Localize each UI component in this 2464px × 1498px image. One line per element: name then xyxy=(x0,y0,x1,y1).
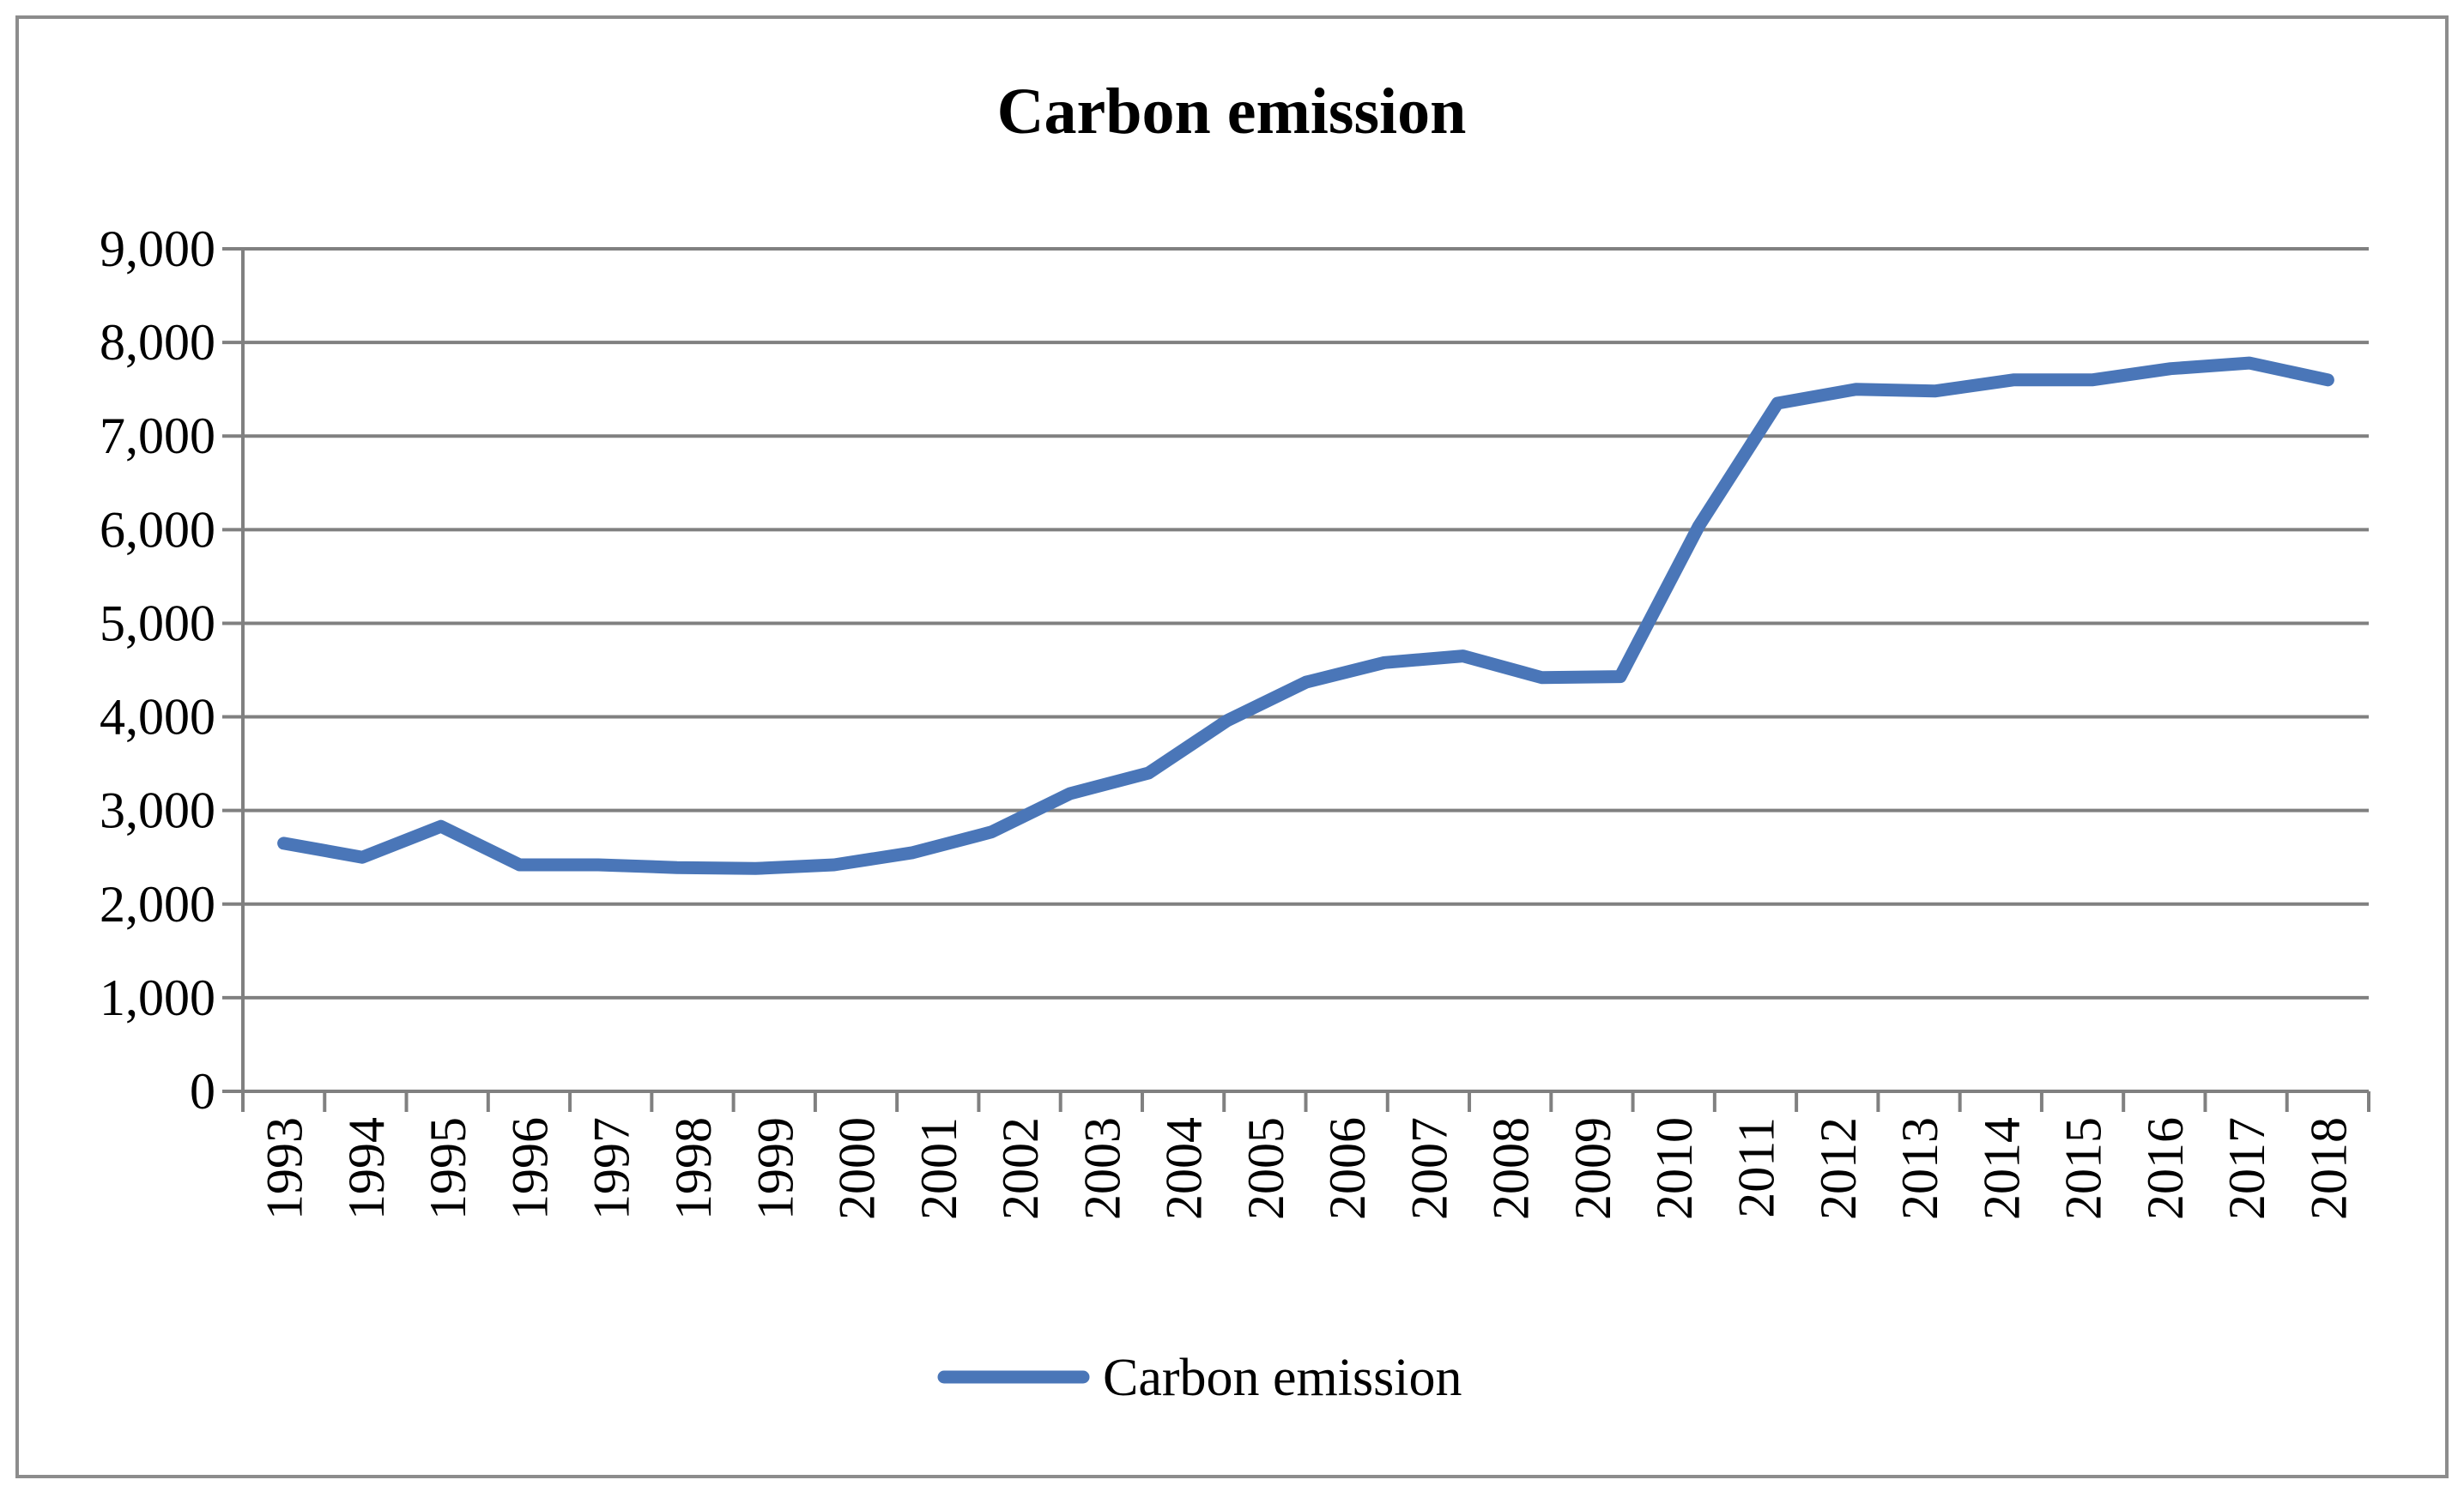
data-point-13 xyxy=(1305,681,1306,683)
chart-border xyxy=(15,15,2449,1478)
y-tick-label-9,000: 9,000 xyxy=(100,220,215,277)
x-tick-label-2004: 2004 xyxy=(1156,1117,1213,1220)
x-tick-label-2012: 2012 xyxy=(1810,1117,1867,1220)
y-tick-label-0: 0 xyxy=(190,1063,215,1120)
data-point-8 xyxy=(912,852,913,854)
data-point-1 xyxy=(361,856,363,858)
data-point-9 xyxy=(990,831,992,833)
x-tick-label-2008: 2008 xyxy=(1483,1117,1540,1220)
x-tick-label-2010: 2010 xyxy=(1646,1117,1703,1220)
y-tick-label-2,000: 2,000 xyxy=(100,876,215,933)
data-point-6 xyxy=(754,867,756,869)
series-layer xyxy=(277,356,2334,875)
y-tick-labels: 0 1,000 2,000 3,000 4,000 5,000 6,000 7,000 8,00… xyxy=(100,220,215,1120)
x-tick-label-2016: 2016 xyxy=(2137,1117,2194,1220)
y-tick-label-5,000: 5,000 xyxy=(100,595,215,651)
x-tick-label-1996: 1996 xyxy=(501,1117,558,1220)
data-point-17 xyxy=(1619,676,1621,678)
x-tick-label-2009: 2009 xyxy=(1565,1117,1621,1220)
data-point-15 xyxy=(1462,655,1464,657)
x-tick-label-2018: 2018 xyxy=(2300,1117,2357,1220)
data-point-14 xyxy=(1383,661,1385,663)
x-tick-label-2003: 2003 xyxy=(1074,1117,1130,1220)
data-point-18 xyxy=(1698,525,1699,527)
data-point-19 xyxy=(1777,402,1778,404)
x-tick-label-1999: 1999 xyxy=(747,1117,803,1220)
y-tick-label-6,000: 6,000 xyxy=(100,501,215,558)
x-tick-label-2013: 2013 xyxy=(1892,1117,1948,1220)
x-tick-label-1998: 1998 xyxy=(665,1117,722,1220)
x-tick-label-2017: 2017 xyxy=(2219,1117,2275,1220)
x-tick-label-2015: 2015 xyxy=(2055,1117,2112,1220)
data-point-24 xyxy=(2170,368,2171,370)
y-tick-label-7,000: 7,000 xyxy=(100,408,215,464)
x-tick-label-2006: 2006 xyxy=(1319,1117,1376,1220)
x-tick-label-1994: 1994 xyxy=(338,1117,395,1220)
data-point-4 xyxy=(597,864,599,866)
x-tick-label-1995: 1995 xyxy=(420,1117,476,1220)
x-tick-labels: 1993 1994 1995 1996 1997 1998 1999 2000 2001 2002… xyxy=(257,1117,2358,1220)
data-point-3 xyxy=(518,864,520,866)
chart-title: Carbon emission xyxy=(997,76,1467,148)
x-tick-label-2001: 2001 xyxy=(911,1117,967,1220)
x-tick-label-2000: 2000 xyxy=(829,1117,886,1220)
legend-label: Carbon emission xyxy=(1103,1349,1462,1407)
x-tick-label-2002: 2002 xyxy=(992,1117,1049,1220)
data-point-11 xyxy=(1147,772,1149,774)
data-point-16 xyxy=(1541,677,1542,679)
y-tick-label-8,000: 8,000 xyxy=(100,314,215,371)
x-tick-label-1997: 1997 xyxy=(584,1117,640,1220)
data-point-2 xyxy=(440,825,442,827)
axis-layer xyxy=(222,247,2370,1112)
x-tick-label-2005: 2005 xyxy=(1238,1117,1294,1220)
y-tick-label-3,000: 3,000 xyxy=(100,782,215,839)
data-point-21 xyxy=(1934,390,1935,392)
x-tick-label-2007: 2007 xyxy=(1401,1117,1457,1220)
x-tick-label-1993: 1993 xyxy=(257,1117,313,1220)
data-point-5 xyxy=(676,867,678,868)
x-tick-label-2014: 2014 xyxy=(1973,1117,2030,1220)
legend: Carbon emission xyxy=(937,1349,1462,1407)
grid-layer xyxy=(243,247,2369,1000)
x-tick-label-2011: 2011 xyxy=(1728,1117,1784,1218)
y-tick-label-4,000: 4,000 xyxy=(100,689,215,746)
y-tick-label-1,000: 1,000 xyxy=(100,969,215,1026)
data-point-12 xyxy=(1226,720,1228,722)
data-point-7 xyxy=(833,864,835,866)
